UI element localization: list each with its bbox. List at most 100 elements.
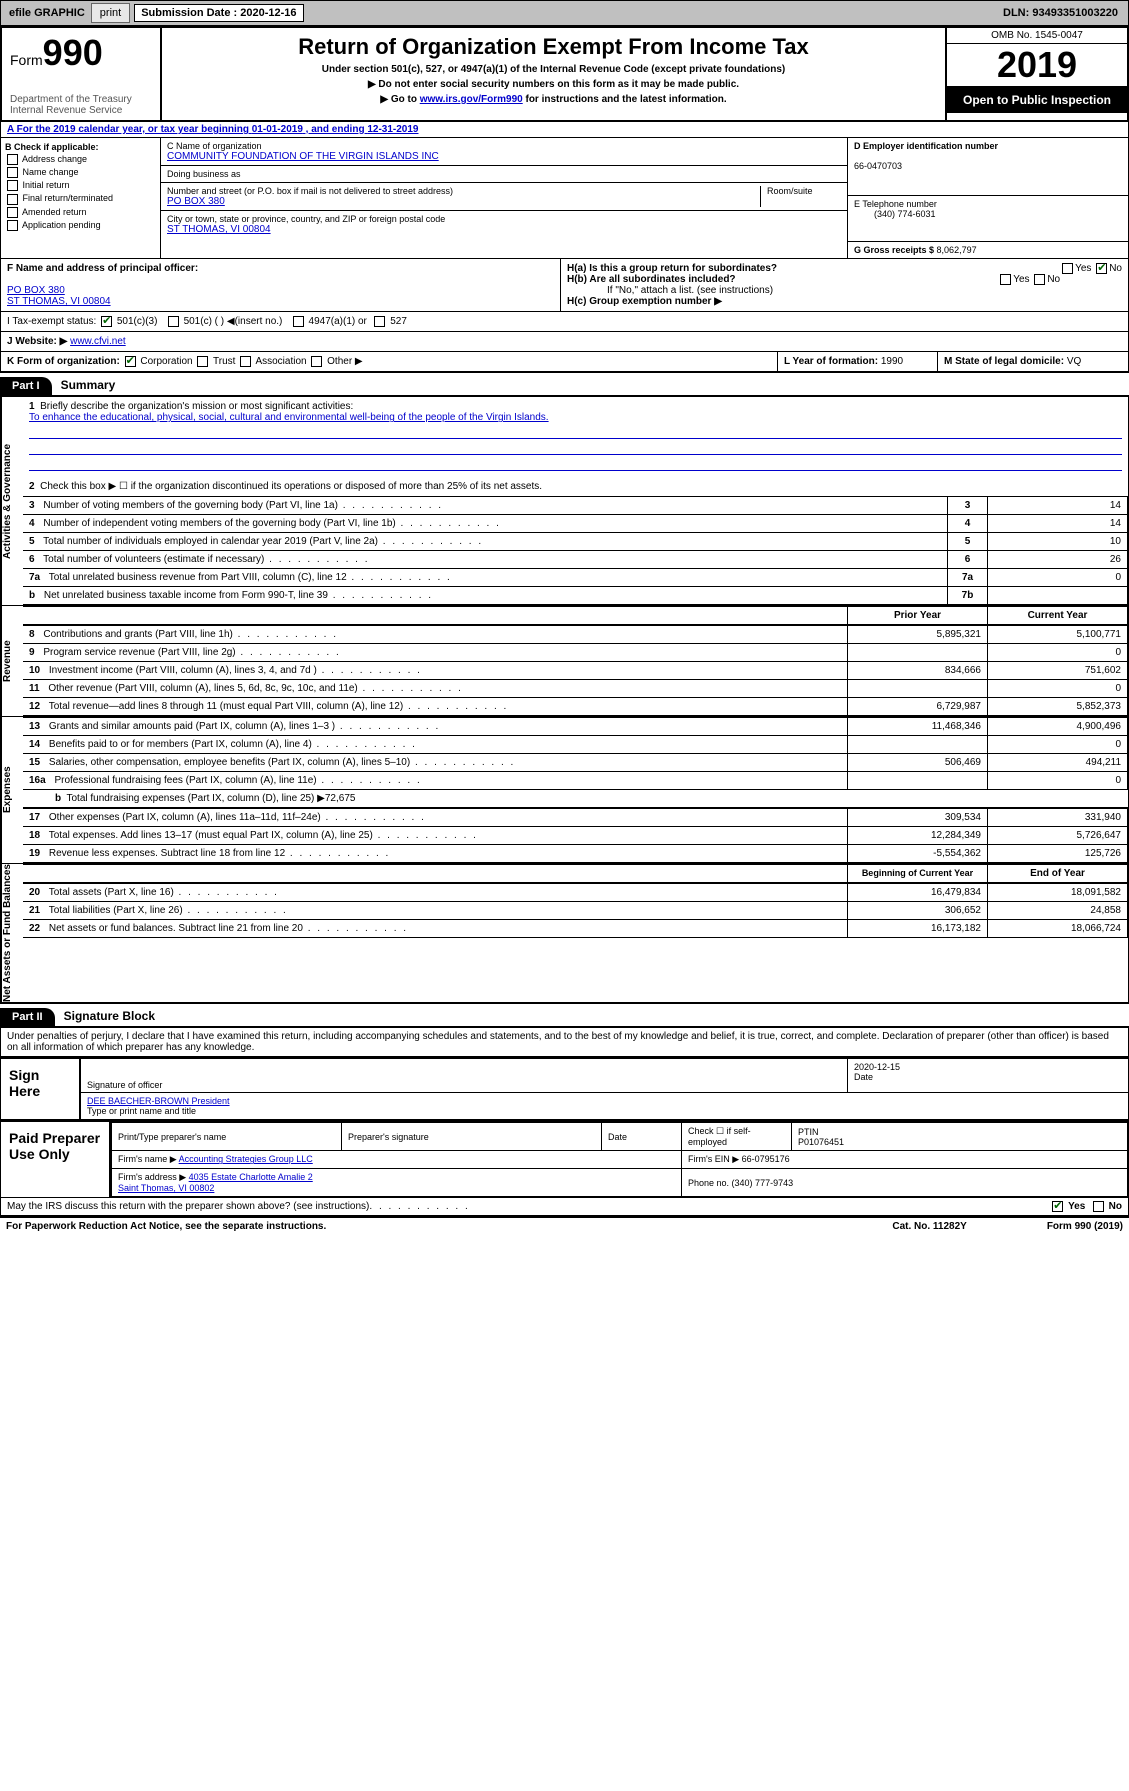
footer-row: For Paperwork Reduction Act Notice, see …	[0, 1216, 1129, 1235]
discuss-yes[interactable]	[1052, 1201, 1063, 1212]
chk-address-change[interactable]: Address change	[5, 154, 156, 165]
open-inspection: Open to Public Inspection	[947, 87, 1127, 113]
table-row: 11 Other revenue (Part VIII, column (A),…	[23, 680, 1128, 698]
department-label: Department of the Treasury Internal Reve…	[10, 94, 152, 116]
chk-527[interactable]	[374, 316, 385, 327]
table-row: 4 Number of independent voting members o…	[23, 515, 1128, 533]
table-row: 15 Salaries, other compensation, employe…	[23, 754, 1128, 772]
chk-other[interactable]	[311, 356, 322, 367]
table-row: 16a Professional fundraising fees (Part …	[23, 772, 1128, 790]
phone-value: (340) 774-6031	[854, 209, 936, 219]
ptin-value: P01076451	[798, 1137, 844, 1147]
table-row: 9 Program service revenue (Part VIII, li…	[23, 644, 1128, 662]
part-2-header: Part II Signature Block	[0, 1004, 1129, 1026]
chk-501c[interactable]	[168, 316, 179, 327]
tax-year-end: 12-31-2019	[367, 124, 418, 135]
org-city: ST THOMAS, VI 00804	[167, 224, 271, 235]
top-toolbar: efile GRAPHIC print Submission Date : 20…	[0, 0, 1129, 26]
table-row: 6 Total number of volunteers (estimate i…	[23, 551, 1128, 569]
mission-text: To enhance the educational, physical, so…	[29, 412, 549, 423]
print-button[interactable]: print	[91, 3, 130, 23]
tax-year: 2019	[947, 44, 1127, 87]
irs-link[interactable]: www.irs.gov/Form990	[420, 94, 523, 105]
row-i-tax-status: I Tax-exempt status: 501(c)(3) 501(c) ( …	[0, 312, 1129, 332]
discuss-row: May the IRS discuss this return with the…	[0, 1198, 1129, 1216]
firm-name: Accounting Strategies Group LLC	[179, 1154, 313, 1164]
col-c-org-info: C Name of organizationCOMMUNITY FOUNDATI…	[161, 138, 848, 258]
officer-name: DEE BAECHER-BROWN President	[87, 1096, 230, 1106]
form-number: 990	[43, 32, 103, 73]
officer-addr2: ST THOMAS, VI 00804	[7, 296, 111, 307]
part-1-header: Part I Summary	[0, 373, 1129, 395]
gross-receipts: 8,062,797	[937, 245, 977, 255]
chk-association[interactable]	[240, 356, 251, 367]
discuss-no[interactable]	[1093, 1201, 1104, 1212]
chk-app-pending[interactable]: Application pending	[5, 220, 156, 231]
table-row: 5 Total number of individuals employed i…	[23, 533, 1128, 551]
cat-number: Cat. No. 11282Y	[892, 1221, 966, 1232]
efile-label: efile GRAPHIC	[3, 7, 91, 19]
org-name: COMMUNITY FOUNDATION OF THE VIRGIN ISLAN…	[167, 151, 439, 162]
form-note-2: ▶ Go to www.irs.gov/Form990 for instruct…	[166, 94, 941, 105]
form-word: Form	[10, 52, 43, 68]
officer-addr1: PO BOX 380	[7, 285, 65, 296]
form-footer: Form 990 (2019)	[1047, 1221, 1123, 1232]
table-row: 19 Revenue less expenses. Subtract line …	[23, 845, 1128, 863]
ha-no[interactable]	[1096, 263, 1107, 274]
dln-number: DLN: 93493351003220	[1003, 7, 1126, 19]
summary-net-assets: Net Assets or Fund Balances Beginning of…	[0, 864, 1129, 1004]
identification-block: B Check if applicable: Address change Na…	[0, 138, 1129, 259]
ein-value: 66-0470703	[854, 161, 902, 171]
table-row: b Net unrelated business taxable income …	[23, 587, 1128, 605]
chk-initial-return[interactable]: Initial return	[5, 180, 156, 191]
summary-expenses: Expenses 13 Grants and similar amounts p…	[0, 717, 1129, 864]
summary-activities-governance: Activities & Governance 1 Briefly descri…	[0, 395, 1129, 606]
col-d-ein: D Employer identification number66-04707…	[848, 138, 1128, 258]
omb-number: OMB No. 1545-0047	[947, 28, 1127, 44]
table-row: 3 Number of voting members of the govern…	[23, 497, 1128, 515]
table-row: 17 Other expenses (Part IX, column (A), …	[23, 809, 1128, 827]
row-j-website: J Website: ▶ www.cfvi.net	[0, 332, 1129, 352]
tax-year-begin: 01-01-2019	[252, 124, 303, 135]
chk-4947[interactable]	[293, 316, 304, 327]
form-title: Return of Organization Exempt From Incom…	[166, 34, 941, 60]
website-link[interactable]: www.cfvi.net	[70, 336, 126, 347]
perjury-declaration: Under penalties of perjury, I declare th…	[0, 1026, 1129, 1057]
summary-revenue: Revenue Prior YearCurrent Year 8 Contrib…	[0, 606, 1129, 717]
signature-block: Sign Here Signature of officer 2020-12-1…	[0, 1057, 1129, 1120]
paid-preparer-block: Paid Preparer Use Only Print/Type prepar…	[0, 1120, 1129, 1198]
form-subtitle: Under section 501(c), 527, or 4947(a)(1)…	[166, 64, 941, 75]
firm-ein: 66-0795176	[742, 1154, 790, 1164]
table-row: 14 Benefits paid to or for members (Part…	[23, 736, 1128, 754]
table-row: 13 Grants and similar amounts paid (Part…	[23, 718, 1128, 736]
ha-yes[interactable]	[1062, 263, 1073, 274]
chk-amended[interactable]: Amended return	[5, 207, 156, 218]
row-k-form-org: K Form of organization: Corporation Trus…	[0, 352, 1129, 373]
firm-phone: (340) 777-9743	[732, 1178, 794, 1188]
form-header: Form990 Department of the Treasury Inter…	[0, 26, 1129, 122]
table-row: 12 Total revenue—add lines 8 through 11 …	[23, 698, 1128, 716]
chk-501c3[interactable]	[101, 316, 112, 327]
row-f-h: F Name and address of principal officer:…	[0, 259, 1129, 312]
table-row: 8 Contributions and grants (Part VIII, l…	[23, 626, 1128, 644]
chk-trust[interactable]	[197, 356, 208, 367]
submission-date: Submission Date : 2020-12-16	[134, 4, 303, 22]
section-a-tax-year: A For the 2019 calendar year, or tax yea…	[0, 122, 1129, 138]
legal-domicile: VQ	[1067, 356, 1081, 367]
chk-corporation[interactable]	[125, 356, 136, 367]
col-b-checkboxes: B Check if applicable: Address change Na…	[1, 138, 161, 258]
hb-yes[interactable]	[1000, 274, 1011, 285]
hb-no[interactable]	[1034, 274, 1045, 285]
table-row: 10 Investment income (Part VIII, column …	[23, 662, 1128, 680]
table-row: 20 Total assets (Part X, line 16)16,479,…	[23, 884, 1128, 902]
table-row: 22 Net assets or fund balances. Subtract…	[23, 920, 1128, 938]
year-formation: 1990	[881, 356, 903, 367]
chk-name-change[interactable]: Name change	[5, 167, 156, 178]
chk-final-return[interactable]: Final return/terminated	[5, 193, 156, 204]
form-note-1: ▶ Do not enter social security numbers o…	[166, 79, 941, 90]
table-row: 7a Total unrelated business revenue from…	[23, 569, 1128, 587]
table-row: 21 Total liabilities (Part X, line 26)30…	[23, 902, 1128, 920]
table-row: 18 Total expenses. Add lines 13–17 (must…	[23, 827, 1128, 845]
sig-date: 2020-12-15	[854, 1062, 900, 1072]
org-address: PO BOX 380	[167, 196, 225, 207]
